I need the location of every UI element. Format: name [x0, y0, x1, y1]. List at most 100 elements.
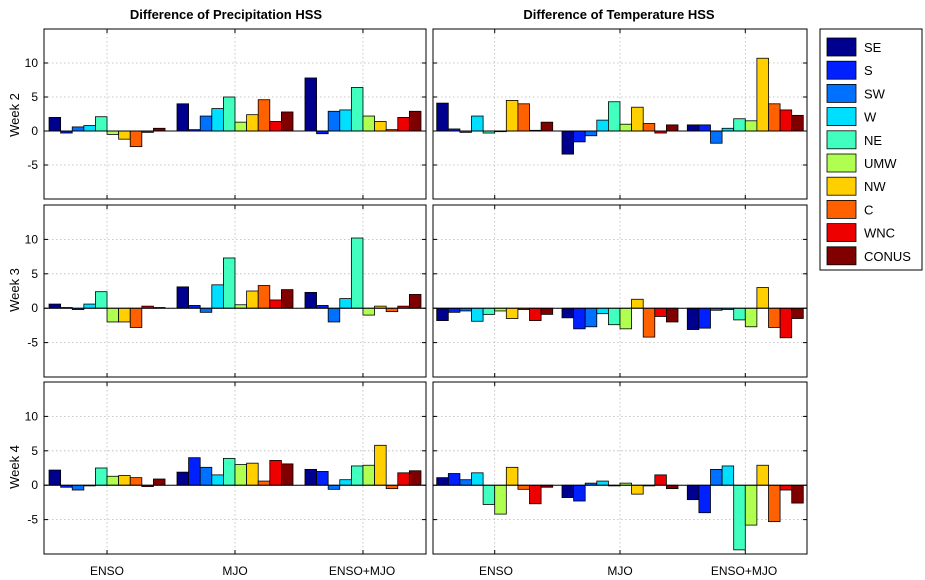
- bar-sw-mjo: [199, 307, 213, 313]
- legend-label-s: S: [864, 63, 873, 78]
- bar-ne-mjo: [222, 257, 236, 309]
- bar-wnc-enso-mjo: [397, 472, 410, 486]
- bar-w-mjo: [596, 307, 609, 315]
- bar-c-mjo: [257, 480, 271, 486]
- bar-nw-mjo: [631, 106, 644, 132]
- bar-umw-mjo: [619, 123, 633, 132]
- bar-wnc-enso-mjo: [779, 109, 793, 132]
- bar-ne-mjo: [222, 96, 236, 132]
- panel-frame: [43, 381, 427, 555]
- y-tick-label: 0: [31, 124, 38, 138]
- bar-umw-enso-mjo: [362, 307, 375, 316]
- panel-2-precipitation: -5 0 5 10: [25, 28, 427, 200]
- bar-s-mjo: [573, 130, 586, 143]
- bar-nw-enso: [118, 475, 131, 486]
- legend-swatch-umw: [826, 153, 857, 173]
- panel-4-precipitation: -5 0 5 10: [25, 381, 427, 555]
- bar-w-mjo: [211, 108, 224, 132]
- bar-umw-enso-mjo: [362, 115, 375, 132]
- bar-ne-enso: [95, 116, 108, 132]
- bar-nw-enso-mjo: [374, 121, 387, 132]
- bar-c-enso: [129, 477, 143, 486]
- bar-umw-enso: [494, 484, 507, 515]
- bar-ne-enso-mjo: [350, 465, 364, 486]
- bar-s-enso: [447, 473, 461, 486]
- bar-ne-enso-mjo: [350, 87, 364, 132]
- bar-se-enso-mjo: [686, 307, 700, 330]
- bar-se-enso-mjo: [686, 124, 700, 132]
- bar-se-mjo: [561, 130, 575, 155]
- bar-w-enso-mjo: [339, 298, 352, 309]
- legend-swatch-w: [826, 107, 857, 126]
- bar-umw-mjo: [234, 121, 248, 132]
- panel-frame: [432, 381, 808, 555]
- y-tick-label: 0: [31, 301, 38, 315]
- bar-se-enso-mjo: [304, 291, 317, 309]
- row-label-week-4: Week 4: [7, 445, 22, 489]
- panel-background: [433, 205, 807, 377]
- legend: SE S SW W NE UMW NW C WNC CONUS: [819, 28, 923, 271]
- bar-se-enso-mjo: [304, 468, 317, 486]
- y-tick-label: 0: [31, 478, 38, 492]
- bar-umw-enso: [106, 130, 120, 135]
- bar-se-enso-mjo: [686, 484, 700, 501]
- bar-conus-mjo: [666, 124, 679, 132]
- bar-conus-enso: [540, 121, 554, 132]
- bar-conus-enso-mjo: [408, 470, 422, 486]
- bar-nw-enso: [505, 466, 519, 486]
- bar-ne-enso: [95, 467, 108, 486]
- bar-ne-enso: [95, 291, 108, 309]
- bar-umw-enso-mjo: [362, 464, 375, 486]
- bar-nw-enso: [118, 307, 131, 323]
- bar-nw-mjo: [246, 462, 259, 486]
- bar-umw-enso-mjo: [744, 120, 758, 132]
- bar-nw-enso-mjo: [756, 464, 769, 486]
- panel-frame: [432, 28, 808, 200]
- chart-panels: -5 0 5 10 -5 0 5 10 -5 0 5 10: [25, 28, 808, 555]
- bar-sw-enso: [71, 484, 85, 491]
- y-tick-label: 5: [31, 90, 38, 104]
- bar-wnc-mjo: [269, 121, 282, 132]
- y-tick-label: -5: [27, 513, 38, 527]
- panel-3-precipitation: -5 0 5 10: [25, 204, 427, 378]
- bar-c-enso-mjo: [768, 484, 781, 523]
- bar-conus-enso: [540, 307, 554, 315]
- x-tick-label-enso-left: ENSO: [90, 564, 124, 578]
- bar-nw-enso: [505, 307, 519, 319]
- bar-se-enso-mjo: [304, 77, 317, 132]
- bar-nw-mjo: [246, 290, 259, 309]
- legend-label-w: W: [864, 110, 877, 125]
- bar-c-enso: [517, 103, 530, 132]
- column-title-temperature: Difference of Temperature HSS: [523, 7, 715, 22]
- bar-s-enso-mjo: [698, 484, 711, 514]
- x-tick-label-mjo-left: MJO: [222, 564, 247, 578]
- bar-c-enso-mjo: [768, 307, 781, 328]
- bar-conus-enso-mjo: [408, 294, 422, 309]
- bar-s-enso-mjo: [698, 307, 711, 329]
- bar-s-mjo: [188, 457, 201, 486]
- bar-umw-enso-mjo: [744, 307, 758, 328]
- x-tick-label-mjo-right: MJO: [607, 564, 632, 578]
- bar-ne-enso-mjo: [733, 307, 746, 321]
- bar-c-enso-mjo: [768, 103, 781, 132]
- bar-conus-enso: [153, 478, 166, 486]
- bar-wnc-enso: [529, 307, 542, 321]
- bar-ne-mjo: [222, 457, 236, 486]
- bar-ne-enso-mjo: [733, 484, 746, 551]
- bar-s-enso: [447, 307, 461, 313]
- bar-conus-mjo: [666, 484, 679, 490]
- legend-swatch-conus: [826, 246, 857, 266]
- bar-c-enso-mjo: [385, 484, 399, 490]
- legend-swatch-ne: [826, 130, 857, 150]
- row-label-week-2: Week 2: [7, 93, 22, 137]
- bar-w-enso: [83, 303, 96, 309]
- bar-sw-enso-mjo: [710, 130, 723, 144]
- panel-background: [433, 382, 807, 554]
- bar-ne-enso: [482, 307, 496, 315]
- bar-c-enso: [129, 130, 143, 148]
- bar-w-enso-mjo: [339, 479, 352, 486]
- x-tick-label-enso-mjo-left: ENSO+MJO: [329, 564, 395, 578]
- bar-w-enso: [471, 472, 484, 486]
- y-tick-label: 5: [31, 444, 38, 458]
- bar-nw-enso: [118, 130, 131, 140]
